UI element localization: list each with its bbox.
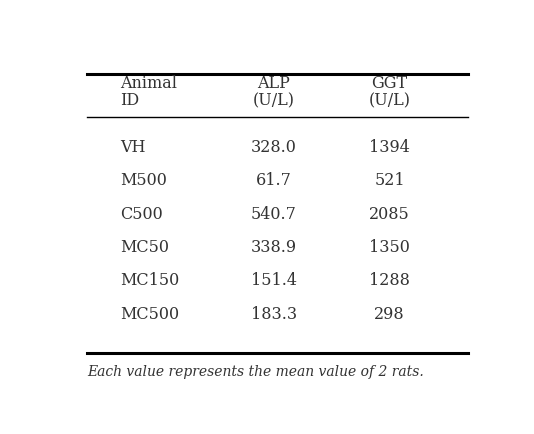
Text: (U/L): (U/L) (253, 92, 295, 109)
Text: (U/L): (U/L) (368, 92, 411, 109)
Text: 151.4: 151.4 (250, 273, 297, 289)
Text: 1288: 1288 (369, 273, 410, 289)
Text: 521: 521 (374, 172, 405, 189)
Text: M500: M500 (121, 172, 168, 189)
Text: 328.0: 328.0 (251, 139, 296, 156)
Text: Each value represents the mean value of 2 rats.: Each value represents the mean value of … (88, 365, 424, 379)
Text: ALP: ALP (257, 76, 290, 92)
Text: ID: ID (121, 92, 140, 109)
Text: 540.7: 540.7 (251, 206, 296, 223)
Text: 1350: 1350 (369, 239, 410, 256)
Text: 61.7: 61.7 (256, 172, 292, 189)
Text: MC50: MC50 (121, 239, 170, 256)
Text: 298: 298 (374, 306, 405, 323)
Text: 1394: 1394 (369, 139, 410, 156)
Text: 183.3: 183.3 (250, 306, 297, 323)
Text: 2085: 2085 (369, 206, 410, 223)
Text: MC500: MC500 (121, 306, 179, 323)
Text: GGT: GGT (372, 76, 407, 92)
Text: C500: C500 (121, 206, 163, 223)
Text: VH: VH (121, 139, 146, 156)
Text: 338.9: 338.9 (250, 239, 297, 256)
Text: MC150: MC150 (121, 273, 180, 289)
Text: Animal: Animal (121, 76, 177, 92)
